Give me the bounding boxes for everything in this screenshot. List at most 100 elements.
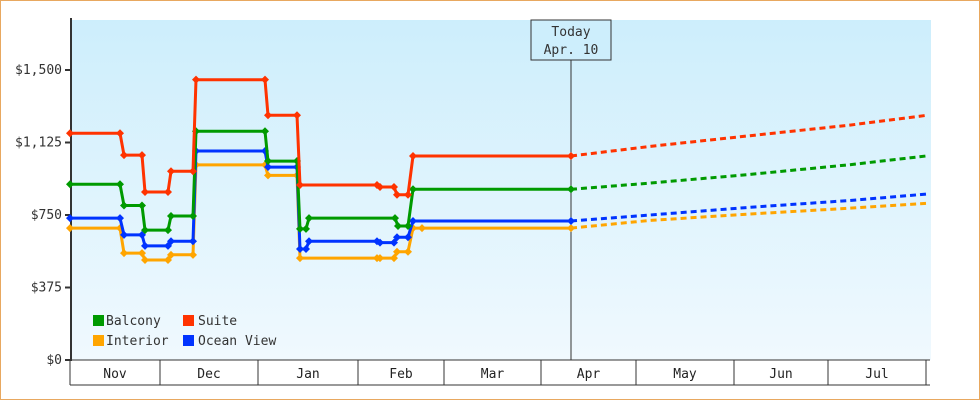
data-point-marker	[296, 245, 304, 254]
month-axis: Nov Dec Jan Feb Mar Apr May Jun Jul	[69, 359, 930, 386]
data-point-marker	[116, 129, 124, 138]
data-point-marker	[167, 250, 175, 259]
series-ocean-view	[66, 147, 927, 254]
data-point-marker	[409, 152, 417, 161]
data-point-marker	[141, 256, 149, 265]
data-point-marker	[296, 181, 304, 190]
series-suite	[66, 75, 927, 199]
data-point-marker	[141, 241, 149, 250]
data-point-marker	[264, 171, 272, 180]
data-point-marker	[567, 152, 575, 161]
data-point-marker	[296, 224, 304, 233]
data-point-marker	[567, 185, 575, 194]
legend-item-ocean-view[interactable]: Ocean View	[183, 334, 276, 349]
data-point-marker	[264, 163, 272, 172]
data-point-marker	[393, 190, 401, 199]
y-axis-ticks: $0 $375 $750 $1,125 $1,500	[15, 63, 71, 368]
month-label-feb: Feb	[389, 367, 413, 382]
data-point-marker	[404, 233, 412, 242]
data-point-marker	[141, 187, 149, 196]
data-point-marker	[120, 249, 128, 258]
data-point-marker	[418, 224, 426, 233]
data-point-marker	[394, 222, 402, 231]
series-interior	[66, 160, 927, 265]
data-point-marker	[393, 247, 401, 256]
data-point-marker	[393, 233, 401, 242]
svg-text:Interior: Interior	[106, 334, 169, 349]
data-point-marker	[390, 238, 398, 247]
data-point-marker	[376, 238, 384, 247]
series-balcony	[66, 127, 927, 235]
data-point-marker	[66, 224, 74, 233]
data-point-marker	[404, 247, 412, 256]
today-marker: Today Apr. 10	[530, 19, 612, 61]
data-point-marker	[302, 245, 310, 254]
month-label-may: May	[673, 367, 697, 382]
month-label-jan: Jan	[296, 367, 319, 382]
data-point-marker	[390, 182, 398, 191]
month-label-apr: Apr	[577, 367, 601, 382]
data-point-marker	[305, 214, 313, 223]
data-point-marker	[138, 151, 146, 160]
month-label-dec: Dec	[197, 367, 220, 382]
legend-item-balcony[interactable]: Balcony	[93, 314, 161, 329]
data-point-marker	[138, 201, 146, 210]
month-label-nov: Nov	[103, 367, 127, 382]
data-point-marker	[189, 237, 197, 246]
month-label-mar: Mar	[481, 367, 505, 382]
data-point-marker	[164, 256, 172, 265]
legend-swatch-icon	[93, 315, 104, 326]
y-tick-label: $1,500	[15, 63, 62, 78]
data-point-marker	[116, 180, 124, 189]
legend-swatch-icon	[93, 335, 104, 346]
y-tick-label: $375	[31, 281, 62, 296]
legend-swatch-icon	[183, 335, 194, 346]
data-point-marker	[391, 214, 399, 223]
data-point-marker	[116, 214, 124, 223]
data-point-marker	[167, 211, 175, 220]
data-point-marker	[138, 249, 146, 258]
data-point-marker	[264, 157, 272, 166]
data-point-marker	[120, 230, 128, 239]
today-date: Apr. 10	[544, 43, 599, 58]
data-point-marker	[404, 190, 412, 199]
svg-text:Balcony: Balcony	[106, 314, 161, 329]
data-point-marker	[390, 254, 398, 263]
data-point-marker	[120, 151, 128, 160]
data-point-marker	[66, 129, 74, 138]
data-point-marker	[409, 216, 417, 225]
data-point-marker	[305, 237, 313, 246]
data-point-marker	[167, 167, 175, 176]
data-point-marker	[167, 237, 175, 246]
y-tick-label: $0	[46, 353, 62, 368]
legend: Balcony Suite Interior Ocean View	[93, 314, 276, 349]
series-lines	[66, 75, 927, 265]
data-point-marker	[409, 185, 417, 194]
today-label: Today	[551, 25, 590, 40]
y-tick-label: $1,125	[15, 136, 62, 151]
legend-swatch-icon	[183, 315, 194, 326]
data-point-marker	[376, 182, 384, 191]
svg-text:Ocean View: Ocean View	[198, 334, 276, 349]
data-point-marker	[261, 127, 269, 136]
data-point-marker	[192, 75, 200, 84]
data-point-marker	[66, 180, 74, 189]
data-point-marker	[264, 111, 272, 120]
data-point-marker	[141, 226, 149, 235]
data-point-marker	[120, 201, 128, 210]
data-point-marker	[261, 75, 269, 84]
data-point-marker	[376, 254, 384, 263]
legend-item-suite[interactable]: Suite	[183, 314, 237, 329]
data-point-marker	[296, 254, 304, 263]
data-point-marker	[189, 211, 197, 220]
data-point-marker	[164, 226, 172, 235]
svg-text:Suite: Suite	[198, 314, 237, 329]
data-point-marker	[189, 167, 197, 176]
data-point-marker	[164, 187, 172, 196]
y-tick-label: $750	[31, 208, 62, 223]
data-point-marker	[404, 222, 412, 231]
data-point-marker	[567, 216, 575, 225]
legend-item-interior[interactable]: Interior	[93, 334, 169, 349]
month-label-jul: Jul	[865, 367, 888, 382]
